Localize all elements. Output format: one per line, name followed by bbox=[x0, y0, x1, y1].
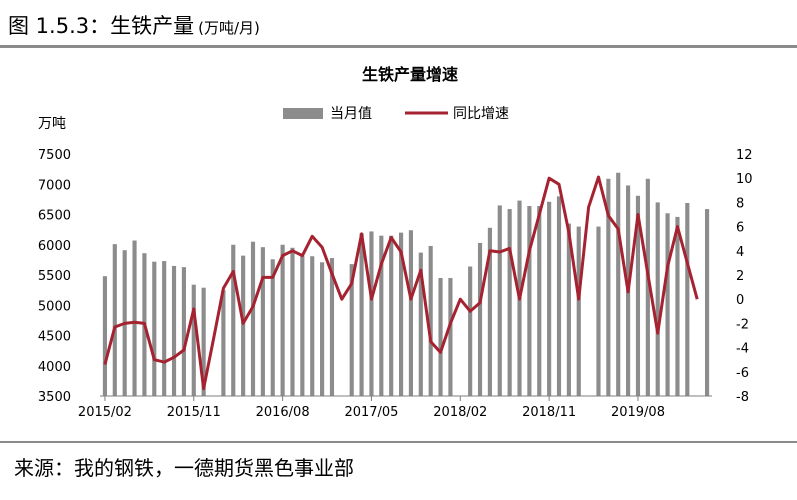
x-tick-label: 2019/08 bbox=[611, 405, 665, 420]
y-axis-right: -8 -6 -4 -2 0 2 4 6 8 10 12 bbox=[736, 148, 753, 405]
bar bbox=[418, 252, 423, 396]
y-left-tick-label: 4000 bbox=[38, 360, 71, 375]
x-tick-label: 2015/11 bbox=[167, 405, 221, 420]
bar bbox=[152, 261, 157, 396]
bar bbox=[290, 247, 295, 396]
bar bbox=[310, 256, 315, 396]
y-left-tick-label: 3500 bbox=[38, 390, 71, 405]
x-axis: 2015/02 2015/11 2016/08 2017/05 2018/02 2018/… bbox=[78, 396, 665, 420]
bar bbox=[704, 209, 710, 396]
bar bbox=[260, 247, 265, 396]
y-right-tick-label: -2 bbox=[736, 317, 749, 332]
bottom-divider bbox=[0, 441, 797, 443]
bar bbox=[231, 244, 236, 396]
y-left-tick-label: 6000 bbox=[38, 239, 71, 254]
bar bbox=[320, 262, 325, 396]
bar bbox=[527, 206, 532, 396]
x-tick-label: 2017/05 bbox=[344, 405, 398, 420]
bar bbox=[477, 242, 483, 396]
y-axis-left: 3500 4000 4500 5000 5500 6000 6500 7000 7500 bbox=[38, 148, 71, 405]
bar bbox=[300, 255, 305, 396]
y-left-tick-label: 5000 bbox=[38, 299, 71, 314]
bar bbox=[132, 240, 137, 396]
bar bbox=[359, 233, 364, 396]
line-series-group bbox=[103, 175, 699, 391]
bar bbox=[280, 244, 285, 396]
bar-series bbox=[102, 172, 710, 396]
bar bbox=[181, 267, 186, 396]
y-right-tick-label: 12 bbox=[736, 148, 753, 163]
chart: 生铁产量增速 万吨 当月值 同比增速 3500 4000 4500 5000 5500 6… bbox=[38, 65, 753, 420]
bar bbox=[270, 259, 275, 396]
y-left-tick-label: 7500 bbox=[38, 148, 71, 163]
bar bbox=[369, 231, 374, 396]
yoy-growth-line bbox=[103, 175, 699, 391]
bar bbox=[241, 255, 246, 396]
bar bbox=[635, 195, 641, 396]
source-note: 来源：我的钢铁，一德期货黑色事业部 bbox=[14, 456, 354, 480]
bar bbox=[497, 205, 502, 396]
bar bbox=[191, 284, 196, 396]
bar bbox=[606, 178, 611, 396]
y-right-tick-label: 0 bbox=[736, 293, 744, 308]
bar bbox=[349, 264, 354, 396]
y-right-tick-label: 6 bbox=[736, 221, 744, 236]
y-left-tick-label: 7000 bbox=[38, 178, 71, 193]
y-right-tick-label: -4 bbox=[736, 342, 749, 357]
bar bbox=[685, 203, 690, 396]
legend: 当月值 同比增速 bbox=[283, 106, 509, 122]
bar bbox=[250, 241, 256, 396]
bar bbox=[645, 178, 650, 396]
bar bbox=[616, 172, 621, 396]
figure-unit: (万吨/月) bbox=[198, 19, 260, 37]
bar bbox=[438, 278, 443, 396]
figure-title: 图 1.5.3：生铁产量 (万吨/月) bbox=[8, 10, 260, 40]
bar bbox=[448, 278, 453, 396]
y-left-tick-label: 5500 bbox=[38, 269, 71, 284]
chart-title: 生铁产量增速 bbox=[362, 65, 458, 84]
x-tick-label: 2015/02 bbox=[78, 405, 132, 420]
x-tick-label: 2018/02 bbox=[433, 405, 487, 420]
bar bbox=[428, 245, 433, 396]
bar bbox=[547, 201, 552, 396]
bar bbox=[408, 230, 414, 396]
bar bbox=[171, 265, 177, 396]
x-tick-label: 2018/11 bbox=[522, 405, 576, 420]
bar bbox=[655, 202, 660, 396]
bar bbox=[162, 261, 167, 396]
y-left-tick-label: 4500 bbox=[38, 330, 71, 345]
bar bbox=[221, 290, 226, 396]
bar bbox=[389, 235, 394, 396]
top-divider bbox=[0, 45, 797, 48]
y-left-tick-label: 6500 bbox=[38, 209, 71, 224]
bar bbox=[596, 226, 601, 396]
bar bbox=[665, 213, 670, 396]
bar bbox=[329, 258, 335, 396]
bar bbox=[556, 196, 562, 396]
y-right-tick-label: 2 bbox=[736, 269, 744, 284]
bar bbox=[398, 232, 404, 396]
legend-bar-swatch bbox=[283, 108, 323, 119]
bar bbox=[102, 276, 108, 396]
legend-bar-label: 当月值 bbox=[330, 106, 372, 122]
bar bbox=[576, 226, 581, 396]
y-right-tick-label: -6 bbox=[736, 366, 749, 381]
x-tick-label: 2016/08 bbox=[256, 405, 310, 420]
legend-line-label: 同比增速 bbox=[453, 106, 509, 122]
bar bbox=[675, 216, 680, 396]
figure-title-text: 图 1.5.3：生铁产量 bbox=[8, 14, 195, 38]
bar bbox=[201, 287, 206, 396]
bar bbox=[537, 206, 542, 396]
y-right-tick-label: 4 bbox=[736, 245, 744, 260]
bar bbox=[487, 227, 492, 396]
bar bbox=[112, 244, 117, 396]
y-axis-left-unit: 万吨 bbox=[38, 116, 66, 132]
bar bbox=[507, 209, 512, 396]
y-right-tick-label: 10 bbox=[736, 172, 753, 187]
bar bbox=[468, 266, 473, 396]
bar bbox=[379, 235, 384, 396]
bar bbox=[566, 223, 571, 396]
y-right-tick-label: 8 bbox=[736, 196, 744, 211]
y-right-tick-label: -8 bbox=[736, 390, 749, 405]
